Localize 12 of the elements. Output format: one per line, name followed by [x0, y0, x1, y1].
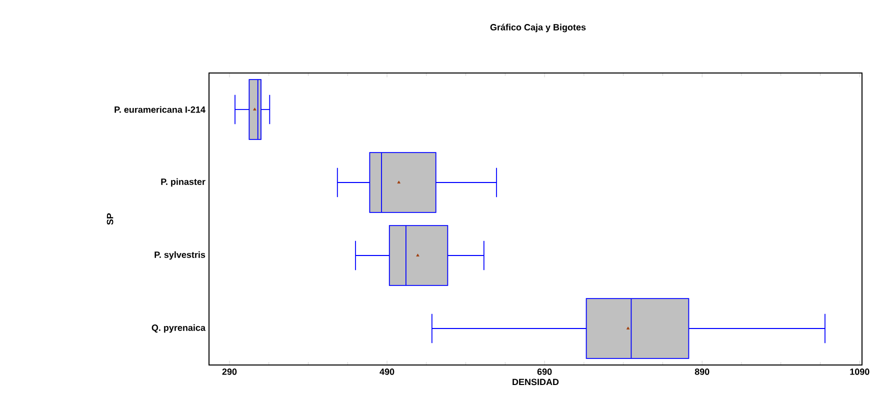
- y-tick-label: P. euramericana I-214: [114, 106, 206, 113]
- y-tick-label: P. sylvestris: [154, 251, 206, 260]
- chart-title: Gráfico Caja y Bigotes: [490, 24, 586, 32]
- x-tick-label: 690: [537, 368, 552, 375]
- x-tick-label: 290: [222, 368, 237, 375]
- y-tick-label: P. pinaster: [161, 178, 206, 187]
- x-tick-label: 490: [380, 368, 394, 375]
- x-axis-title: DENSIDAD: [512, 378, 559, 386]
- y-tick-label: Q. pyrenaica: [152, 324, 206, 333]
- x-tick-label: 890: [694, 368, 710, 375]
- x-tick-label: 1090: [850, 368, 870, 375]
- y-axis-title: SP: [106, 213, 114, 225]
